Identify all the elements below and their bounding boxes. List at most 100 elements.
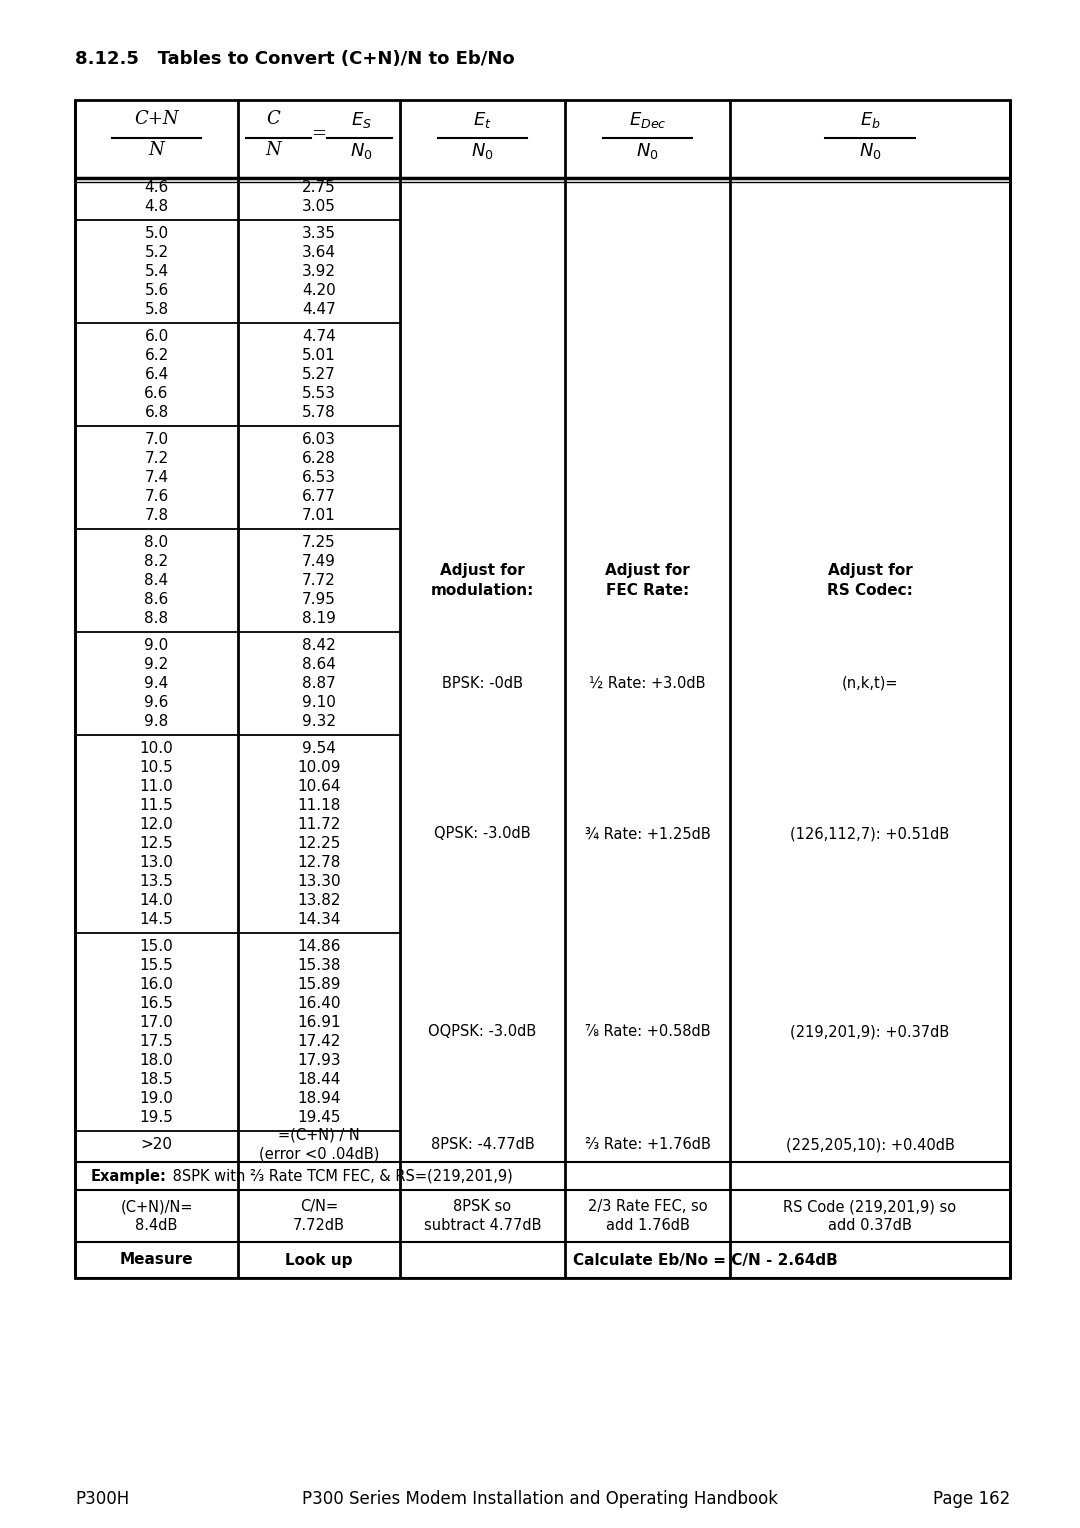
Text: (225,205,10): +0.40dB: (225,205,10): +0.40dB bbox=[785, 1137, 955, 1152]
Text: 2.75: 2.75 bbox=[302, 180, 336, 196]
Text: 11.72: 11.72 bbox=[297, 817, 340, 833]
Text: (C+N)/N=
8.4dB: (C+N)/N= 8.4dB bbox=[120, 1199, 192, 1233]
Text: 13.30: 13.30 bbox=[297, 874, 341, 889]
Text: 12.5: 12.5 bbox=[139, 836, 174, 851]
Text: 9.6: 9.6 bbox=[145, 695, 168, 711]
Text: 9.32: 9.32 bbox=[302, 714, 336, 729]
Text: C/N=
7.72dB: C/N= 7.72dB bbox=[293, 1199, 345, 1233]
Text: 3.64: 3.64 bbox=[302, 244, 336, 260]
Text: 6.2: 6.2 bbox=[145, 348, 168, 364]
Text: 9.0: 9.0 bbox=[145, 639, 168, 652]
Text: 8.87: 8.87 bbox=[302, 675, 336, 691]
Text: 7.72: 7.72 bbox=[302, 573, 336, 588]
Text: 11.5: 11.5 bbox=[139, 798, 174, 813]
Text: 12.0: 12.0 bbox=[139, 817, 174, 833]
Text: 17.0: 17.0 bbox=[139, 1015, 174, 1030]
Text: =(C+N) / N
(error <0 .04dB): =(C+N) / N (error <0 .04dB) bbox=[259, 1128, 379, 1161]
Text: 14.86: 14.86 bbox=[297, 940, 341, 953]
Text: 8PSK so
subtract 4.77dB: 8PSK so subtract 4.77dB bbox=[423, 1199, 541, 1233]
Text: ¾ Rate: +1.25dB: ¾ Rate: +1.25dB bbox=[584, 827, 711, 842]
Text: $N_0$: $N_0$ bbox=[859, 141, 881, 160]
Text: 9.10: 9.10 bbox=[302, 695, 336, 711]
Text: 6.28: 6.28 bbox=[302, 451, 336, 466]
Text: 7.25: 7.25 bbox=[302, 535, 336, 550]
Text: 7.4: 7.4 bbox=[145, 471, 168, 484]
Text: 6.6: 6.6 bbox=[145, 387, 168, 400]
Text: 6.77: 6.77 bbox=[302, 489, 336, 504]
Text: 6.53: 6.53 bbox=[302, 471, 336, 484]
Text: 8.2: 8.2 bbox=[145, 555, 168, 568]
Text: (n,k,t)=: (n,k,t)= bbox=[841, 675, 899, 691]
Text: C+N: C+N bbox=[134, 110, 179, 128]
Text: 7.8: 7.8 bbox=[145, 507, 168, 523]
Text: 8.4: 8.4 bbox=[145, 573, 168, 588]
Text: 18.0: 18.0 bbox=[139, 1053, 174, 1068]
Text: ⅔ Rate: +1.76dB: ⅔ Rate: +1.76dB bbox=[584, 1137, 711, 1152]
Text: 10.64: 10.64 bbox=[297, 779, 341, 795]
Text: 13.0: 13.0 bbox=[139, 856, 174, 869]
Text: 14.0: 14.0 bbox=[139, 892, 174, 908]
Text: 13.82: 13.82 bbox=[297, 892, 341, 908]
Text: 16.5: 16.5 bbox=[139, 996, 174, 1012]
Text: ½ Rate: +3.0dB: ½ Rate: +3.0dB bbox=[590, 675, 705, 691]
Text: 9.54: 9.54 bbox=[302, 741, 336, 756]
Text: 12.25: 12.25 bbox=[297, 836, 340, 851]
Text: 4.8: 4.8 bbox=[145, 199, 168, 214]
Text: 15.38: 15.38 bbox=[297, 958, 341, 973]
Text: Adjust for
modulation:: Adjust for modulation: bbox=[431, 564, 535, 597]
Text: 10.5: 10.5 bbox=[139, 759, 174, 775]
Text: $N_0$: $N_0$ bbox=[471, 141, 494, 160]
Text: 3.92: 3.92 bbox=[302, 264, 336, 280]
Text: 8.12.5   Tables to Convert (C+N)/N to Eb/No: 8.12.5 Tables to Convert (C+N)/N to Eb/N… bbox=[75, 50, 515, 69]
Text: 10.0: 10.0 bbox=[139, 741, 174, 756]
Text: $E_{Dec}$: $E_{Dec}$ bbox=[629, 110, 666, 130]
Text: 4.47: 4.47 bbox=[302, 303, 336, 316]
Text: 15.89: 15.89 bbox=[297, 976, 341, 992]
Text: 3.35: 3.35 bbox=[302, 226, 336, 241]
Text: RS Code (219,201,9) so
add 0.37dB: RS Code (219,201,9) so add 0.37dB bbox=[783, 1199, 957, 1233]
Text: 5.01: 5.01 bbox=[302, 348, 336, 364]
Text: 8.19: 8.19 bbox=[302, 611, 336, 626]
Text: 16.91: 16.91 bbox=[297, 1015, 341, 1030]
Text: 6.4: 6.4 bbox=[145, 367, 168, 382]
Text: 18.94: 18.94 bbox=[297, 1091, 341, 1106]
Text: 7.49: 7.49 bbox=[302, 555, 336, 568]
Text: 9.8: 9.8 bbox=[145, 714, 168, 729]
Text: N: N bbox=[266, 141, 282, 159]
Text: 18.5: 18.5 bbox=[139, 1073, 174, 1086]
Text: 10.09: 10.09 bbox=[297, 759, 341, 775]
Text: C: C bbox=[267, 110, 281, 128]
Text: 5.0: 5.0 bbox=[145, 226, 168, 241]
Text: Look up: Look up bbox=[285, 1253, 353, 1268]
Text: (126,112,7): +0.51dB: (126,112,7): +0.51dB bbox=[791, 827, 949, 842]
Text: OQPSK: -3.0dB: OQPSK: -3.0dB bbox=[429, 1024, 537, 1039]
Text: ⅞ Rate: +0.58dB: ⅞ Rate: +0.58dB bbox=[584, 1024, 711, 1039]
Text: >20: >20 bbox=[140, 1137, 173, 1152]
Text: 17.93: 17.93 bbox=[297, 1053, 341, 1068]
Text: Example:: Example: bbox=[91, 1169, 166, 1184]
Text: 7.0: 7.0 bbox=[145, 432, 168, 448]
Text: 5.53: 5.53 bbox=[302, 387, 336, 400]
Text: 17.5: 17.5 bbox=[139, 1034, 174, 1050]
Text: $E_b$: $E_b$ bbox=[860, 110, 880, 130]
Text: 19.0: 19.0 bbox=[139, 1091, 174, 1106]
Text: 8.0: 8.0 bbox=[145, 535, 168, 550]
Text: Page 162: Page 162 bbox=[933, 1490, 1010, 1508]
Text: 5.78: 5.78 bbox=[302, 405, 336, 420]
Text: 5.8: 5.8 bbox=[145, 303, 168, 316]
Text: 4.20: 4.20 bbox=[302, 283, 336, 298]
Text: 8PSK: -4.77dB: 8PSK: -4.77dB bbox=[431, 1137, 535, 1152]
Text: 18.44: 18.44 bbox=[297, 1073, 340, 1086]
Text: 8.6: 8.6 bbox=[145, 591, 168, 607]
Text: 7.2: 7.2 bbox=[145, 451, 168, 466]
Text: $E_t$: $E_t$ bbox=[473, 110, 491, 130]
Text: 9.4: 9.4 bbox=[145, 675, 168, 691]
Text: N: N bbox=[149, 141, 164, 159]
Text: $N_0$: $N_0$ bbox=[350, 141, 373, 160]
Text: 9.2: 9.2 bbox=[145, 657, 168, 672]
Text: $E_S$: $E_S$ bbox=[351, 110, 372, 130]
Text: 11.18: 11.18 bbox=[297, 798, 340, 813]
Text: Calculate Eb/No = C/N - 2.64dB: Calculate Eb/No = C/N - 2.64dB bbox=[572, 1253, 837, 1268]
Text: 4.74: 4.74 bbox=[302, 329, 336, 344]
Text: 16.40: 16.40 bbox=[297, 996, 341, 1012]
